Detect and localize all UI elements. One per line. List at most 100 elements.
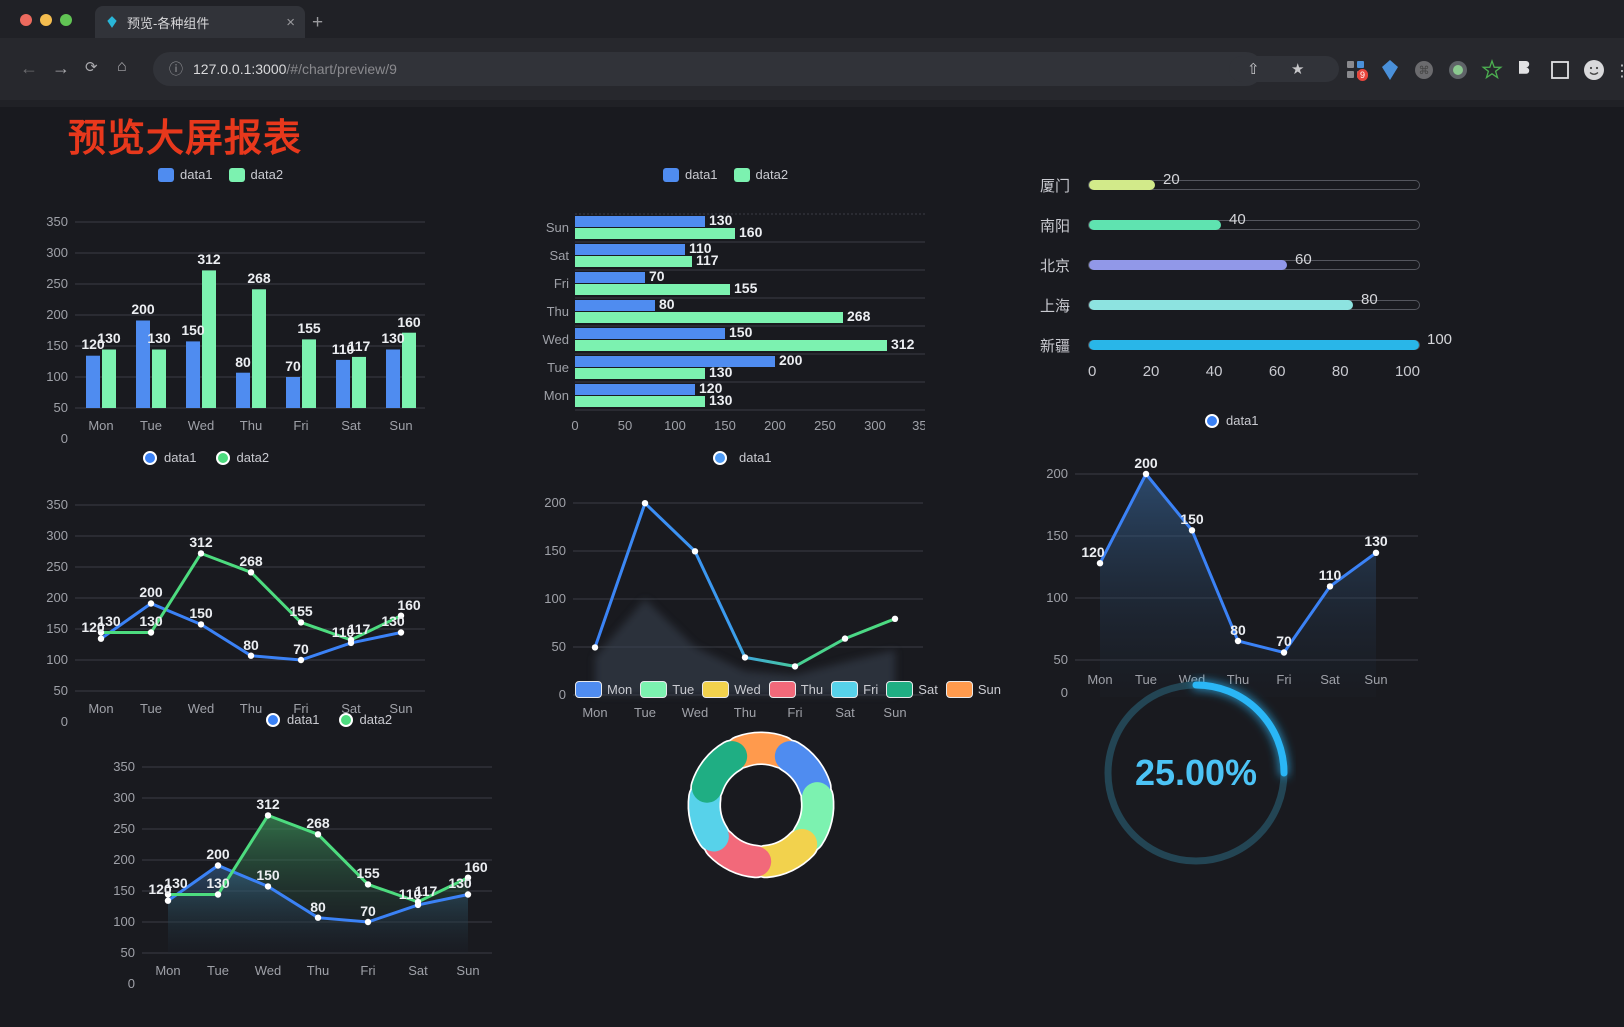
svg-text:80: 80	[659, 296, 675, 312]
svg-text:200: 200	[206, 846, 230, 862]
svg-text:130: 130	[139, 613, 163, 629]
svg-text:312: 312	[891, 336, 915, 352]
svg-text:Sun: Sun	[883, 705, 906, 720]
svg-text:155: 155	[289, 603, 313, 619]
svg-text:130: 130	[97, 613, 121, 629]
svg-text:150: 150	[113, 883, 135, 898]
svg-text:312: 312	[256, 796, 280, 812]
svg-text:130: 130	[448, 875, 472, 891]
svg-text:0: 0	[128, 976, 135, 991]
svg-text:300: 300	[46, 245, 68, 260]
svg-text:50: 50	[54, 400, 68, 415]
svg-text:130: 130	[709, 364, 733, 380]
svg-text:80: 80	[310, 899, 326, 915]
svg-text:268: 268	[847, 308, 871, 324]
svg-text:160: 160	[464, 859, 488, 875]
svg-text:Sat: Sat	[835, 705, 855, 720]
svg-text:200: 200	[113, 852, 135, 867]
svg-text:Tue: Tue	[634, 705, 656, 720]
svg-text:200: 200	[1134, 455, 1158, 471]
svg-text:150: 150	[729, 324, 753, 340]
svg-text:Wed: Wed	[255, 963, 282, 978]
svg-text:160: 160	[397, 597, 421, 613]
svg-text:200: 200	[46, 307, 68, 322]
svg-text:Thu: Thu	[547, 304, 569, 319]
svg-text:Mon: Mon	[582, 705, 607, 720]
svg-text:Sun: Sun	[456, 963, 479, 978]
svg-text:Fri: Fri	[360, 963, 375, 978]
svg-text:300: 300	[46, 528, 68, 543]
svg-text:Tue: Tue	[140, 418, 162, 433]
svg-text:80: 80	[1230, 622, 1246, 638]
svg-text:250: 250	[814, 418, 836, 433]
svg-text:250: 250	[46, 559, 68, 574]
svg-text:Mon: Mon	[544, 388, 569, 403]
svg-text:100: 100	[544, 591, 566, 606]
svg-text:160: 160	[397, 314, 421, 330]
svg-text:130: 130	[1364, 533, 1388, 549]
svg-text:Sat: Sat	[341, 418, 361, 433]
svg-text:25.00%: 25.00%	[1135, 752, 1257, 793]
svg-text:350: 350	[912, 418, 925, 433]
svg-text:150: 150	[189, 605, 213, 621]
svg-text:Fri: Fri	[293, 418, 308, 433]
svg-text:100: 100	[113, 914, 135, 929]
svg-text:200: 200	[779, 352, 803, 368]
svg-text:150: 150	[46, 338, 68, 353]
svg-text:50: 50	[618, 418, 632, 433]
svg-text:117: 117	[415, 883, 438, 899]
svg-text:50: 50	[54, 683, 68, 698]
svg-text:130: 130	[381, 330, 405, 346]
svg-text:155: 155	[297, 320, 321, 336]
svg-text:268: 268	[239, 553, 263, 569]
svg-text:350: 350	[46, 497, 68, 512]
svg-text:155: 155	[734, 280, 758, 296]
svg-text:200: 200	[544, 495, 566, 510]
svg-text:117: 117	[348, 338, 371, 354]
svg-text:80: 80	[235, 354, 251, 370]
svg-text:150: 150	[1046, 528, 1068, 543]
svg-text:70: 70	[285, 358, 301, 374]
svg-text:300: 300	[864, 418, 886, 433]
svg-text:117: 117	[348, 621, 371, 637]
svg-text:70: 70	[293, 641, 309, 657]
svg-text:200: 200	[46, 590, 68, 605]
svg-text:0: 0	[61, 431, 68, 446]
svg-text:268: 268	[247, 270, 271, 286]
svg-text:80: 80	[243, 637, 259, 653]
svg-text:50: 50	[1054, 652, 1068, 667]
svg-text:0: 0	[1061, 685, 1068, 700]
svg-text:300: 300	[113, 790, 135, 805]
svg-text:70: 70	[649, 268, 665, 284]
svg-text:Wed: Wed	[543, 332, 570, 347]
svg-text:150: 150	[256, 867, 280, 883]
svg-text:110: 110	[1319, 567, 1342, 583]
svg-text:Sun: Sun	[1364, 672, 1387, 687]
svg-text:100: 100	[664, 418, 686, 433]
svg-text:100: 100	[1046, 590, 1068, 605]
svg-text:312: 312	[189, 534, 213, 550]
svg-text:150: 150	[46, 621, 68, 636]
svg-text:350: 350	[113, 759, 135, 774]
svg-text:70: 70	[360, 903, 376, 919]
svg-text:200: 200	[764, 418, 786, 433]
svg-text:100: 100	[46, 652, 68, 667]
svg-text:0: 0	[571, 418, 578, 433]
svg-text:160: 160	[739, 224, 763, 240]
svg-text:312: 312	[197, 251, 221, 267]
svg-text:130: 130	[709, 392, 733, 408]
svg-text:Thu: Thu	[240, 418, 262, 433]
svg-text:Wed: Wed	[682, 705, 709, 720]
svg-text:Tue: Tue	[207, 963, 229, 978]
svg-text:50: 50	[552, 639, 566, 654]
svg-text:130: 130	[381, 613, 405, 629]
svg-text:200: 200	[139, 584, 163, 600]
svg-text:130: 130	[97, 330, 121, 346]
svg-text:120: 120	[1081, 544, 1105, 560]
svg-text:Fri: Fri	[554, 276, 569, 291]
svg-text:Wed: Wed	[188, 418, 215, 433]
svg-text:⌘: ⌘	[1419, 65, 1430, 77]
svg-text:100: 100	[46, 369, 68, 384]
svg-text:250: 250	[46, 276, 68, 291]
svg-text:50: 50	[121, 945, 135, 960]
